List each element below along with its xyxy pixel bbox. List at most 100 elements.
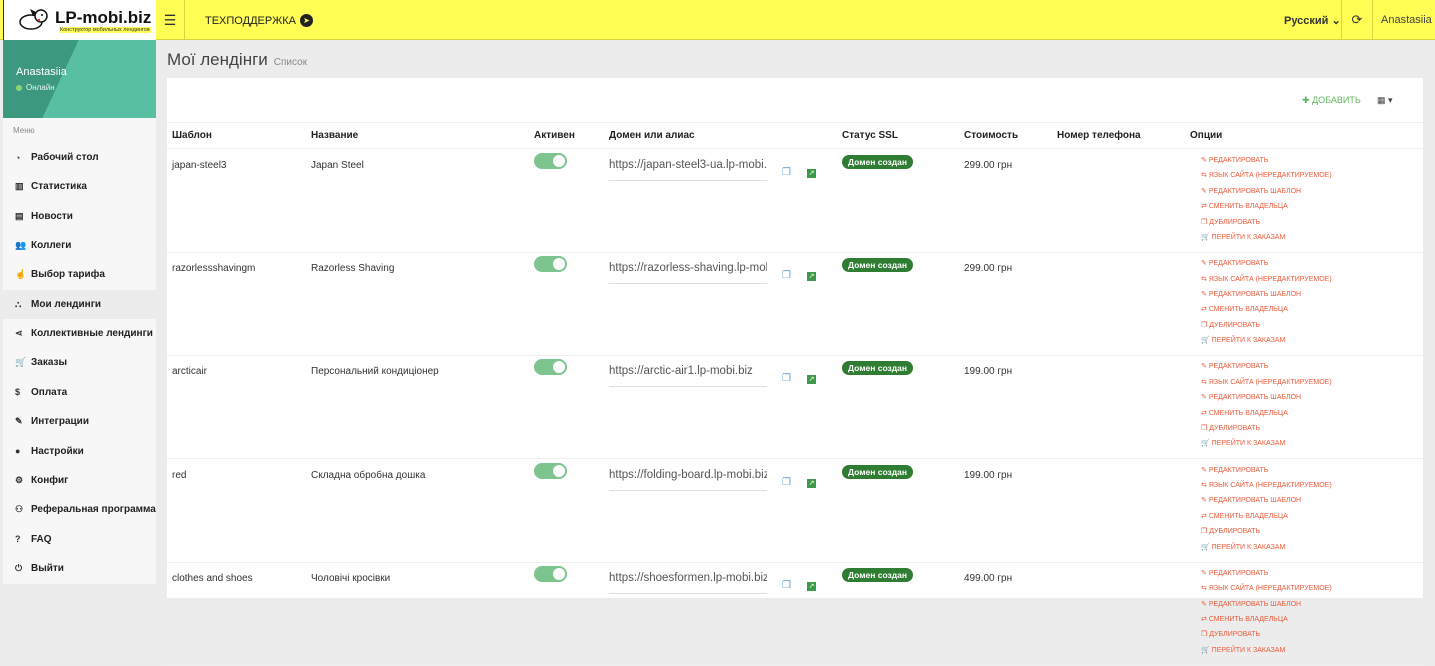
sidebar-item-label: FAQ (31, 533, 52, 545)
column-header[interactable]: Название (311, 130, 359, 141)
sidebar-item[interactable]: ⚙ Конфиг (3, 466, 156, 495)
column-header[interactable]: Шаблон (172, 130, 212, 141)
sidebar-item[interactable]: ⚇ Реферальная программа (3, 495, 156, 524)
option-link[interactable]: ⇆ ЯЗЫК САЙТА (НЕРЕДАКТИРУЕМОЕ) (1201, 478, 1332, 493)
option-link[interactable]: ✎ РЕДАКТИРОВАТЬ ШАБЛОН (1201, 493, 1332, 508)
external-link-icon[interactable]: ↗ (807, 581, 816, 591)
users-icon: 👥 (15, 240, 27, 251)
sidebar-item[interactable]: ▤ Новости (3, 202, 156, 231)
domain-input[interactable]: https://arctic-air1.lp-mobi.biz (609, 365, 767, 388)
sidebar-item[interactable]: ⛬ Мои лендинги (3, 289, 156, 319)
refresh-button[interactable]: ⟳ (1341, 0, 1373, 40)
add-button[interactable]: ✚ ДОБАВИТЬ (1302, 95, 1361, 106)
copy-icon[interactable]: ❐ (782, 167, 791, 178)
sidebar-item[interactable]: ● Настройки (3, 437, 156, 466)
domain-input[interactable]: https://razorless-shaving.lp-mobi.biz (609, 262, 767, 285)
active-toggle[interactable] (534, 153, 567, 169)
column-header[interactable]: Стоимость (964, 130, 1019, 141)
option-link[interactable]: ✎ РЕДАКТИРОВАТЬ (1201, 359, 1332, 374)
option-link[interactable]: ⇆ ЯЗЫК САЙТА (НЕРЕДАКТИРУЕМОЕ) (1201, 168, 1332, 183)
option-link[interactable]: ❐ ДУБЛИРОВАТЬ (1201, 318, 1332, 333)
option-link[interactable]: 🛒 ПЕРЕЙТИ К ЗАКАЗАМ (1201, 230, 1332, 245)
option-link[interactable]: ✎ РЕДАКТИРОВАТЬ ШАБЛОН (1201, 184, 1332, 199)
domain-input[interactable]: https://folding-board.lp-mobi.biz (609, 469, 767, 491)
column-header[interactable]: Номер телефона (1057, 130, 1141, 141)
option-link[interactable]: ❐ ДУБЛИРОВАТЬ (1201, 627, 1332, 642)
telegram-icon: ➤ (299, 14, 313, 27)
option-link[interactable]: ⇄ СМЕНИТЬ ВЛАДЕЛЬЦА (1201, 406, 1332, 421)
sidebar-item[interactable]: 🛒 Заказы (3, 348, 156, 377)
option-link[interactable]: 🛒 ПЕРЕЙТИ К ЗАКАЗАМ (1201, 540, 1332, 555)
support-link[interactable]: ТЕХПОДДЕРЖКА ➤ (205, 14, 313, 27)
logo[interactable]: LP-mobi.biz Конструктор мобильных лендин… (3, 0, 156, 40)
option-link[interactable]: 🛒 ПЕРЕЙТИ К ЗАКАЗАМ (1201, 333, 1332, 348)
column-header[interactable]: Активен (534, 130, 575, 141)
option-link[interactable]: ❐ ДУБЛИРОВАТЬ (1201, 215, 1332, 230)
option-link[interactable]: ✎ РЕДАКТИРОВАТЬ (1201, 463, 1332, 478)
divider (167, 148, 1423, 149)
copy-icon[interactable]: ❐ (782, 270, 791, 282)
external-link-icon[interactable]: ↗ (807, 169, 816, 178)
template-cell: clothes and shoes (172, 572, 253, 584)
option-link[interactable]: ⇄ СМЕНИТЬ ВЛАДЕЛЬЦА (1201, 509, 1332, 524)
column-header[interactable]: Опции (1190, 130, 1223, 141)
option-label: ДУБЛИРОВАТЬ (1209, 631, 1261, 639)
menu-toggle-button[interactable]: ☰ (156, 0, 185, 40)
option-link[interactable]: ✎ РЕДАКТИРОВАТЬ ШАБЛОН (1201, 390, 1332, 405)
option-link[interactable]: ⇄ СМЕНИТЬ ВЛАДЕЛЬЦА (1201, 302, 1332, 317)
option-link[interactable]: ⇆ ЯЗЫК САЙТА (НЕРЕДАКТИРУЕМОЕ) (1201, 272, 1332, 287)
active-toggle[interactable] (534, 462, 567, 479)
option-link[interactable]: ⇆ ЯЗЫК САЙТА (НЕРЕДАКТИРУЕМОЕ) (1201, 375, 1332, 390)
status-label: Онлайн (26, 83, 55, 92)
copy-icon[interactable]: ❐ (782, 476, 791, 488)
domain-input[interactable]: https://japan-steel3-ua.lp-mobi.biz (609, 159, 767, 181)
copy-icon[interactable]: ❐ (782, 579, 791, 591)
option-label: ДУБЛИРОВАТЬ (1209, 321, 1261, 329)
language-select[interactable]: Русский ⌄ (1284, 14, 1341, 27)
ssl-status-badge: Домен создан (842, 155, 914, 169)
option-label: СМЕНИТЬ ВЛАДЕЛЬЦА (1208, 409, 1288, 417)
column-header[interactable]: Статус SSL (842, 130, 898, 141)
hamburger-icon: ☰ (163, 11, 177, 28)
columns-toggle-button[interactable]: ▦ ▾ (1377, 95, 1393, 105)
option-link[interactable]: ❐ ДУБЛИРОВАТЬ (1201, 524, 1332, 539)
external-link-icon[interactable]: ↗ (807, 478, 816, 488)
option-link[interactable]: ✎ РЕДАКТИРОВАТЬ (1201, 256, 1332, 271)
sidebar-item[interactable]: $ Оплата (3, 378, 156, 407)
option-icon: ⇆ (1201, 585, 1207, 593)
external-link-icon[interactable]: ↗ (807, 272, 816, 282)
sidebar-item[interactable]: ⏻ Выйти (3, 554, 156, 583)
sidebar-item[interactable]: ? FAQ (3, 525, 156, 554)
option-link[interactable]: ✎ РЕДАКТИРОВАТЬ ШАБЛОН (1201, 287, 1332, 302)
price-cell: 299.00 грн (964, 263, 1013, 275)
copy-icon[interactable]: ❐ (782, 373, 791, 385)
sidebar-item[interactable]: ▥ Статистика (3, 172, 156, 201)
option-icon: ✎ (1201, 569, 1207, 577)
sidebar-item[interactable]: ⋖ Коллективные лендинги (3, 319, 156, 348)
option-link[interactable]: ✎ РЕДАКТИРОВАТЬ (1201, 153, 1332, 168)
option-link[interactable]: ⇄ СМЕНИТЬ ВЛАДЕЛЬЦА (1201, 612, 1332, 627)
active-toggle[interactable] (534, 565, 567, 582)
sidebar-item[interactable]: ✎ Интеграции (3, 407, 156, 436)
option-label: СМЕНИТЬ ВЛАДЕЛЬЦА (1208, 203, 1288, 211)
user-menu[interactable]: Anastasiia (1381, 14, 1432, 26)
question-icon: ? (15, 534, 21, 545)
option-link[interactable]: ✎ РЕДАКТИРОВАТЬ ШАБЛОН (1201, 597, 1332, 612)
external-link-icon[interactable]: ↗ (807, 375, 816, 385)
option-link[interactable]: 🛒 ПЕРЕЙТИ К ЗАКАЗАМ (1201, 643, 1332, 658)
price-cell: 199.00 грн (964, 469, 1013, 481)
sidebar-item[interactable]: ◔ Рабочий стол (3, 143, 156, 172)
domain-input[interactable]: https://shoesformen.lp-mobi.biz (609, 572, 767, 594)
sidebar-item[interactable]: ☝ Выбор тарифа (3, 260, 156, 289)
name-cell: Razorless Shaving (311, 263, 395, 275)
active-toggle[interactable] (534, 256, 567, 273)
add-label: ДОБАВИТЬ (1312, 95, 1361, 105)
option-link[interactable]: 🛒 ПЕРЕЙТИ К ЗАКАЗАМ (1201, 436, 1332, 451)
option-link[interactable]: ⇄ СМЕНИТЬ ВЛАДЕЛЬЦА (1201, 199, 1332, 214)
option-link[interactable]: ❐ ДУБЛИРОВАТЬ (1201, 421, 1332, 436)
sidebar-item[interactable]: 👥 Коллеги (3, 231, 156, 260)
column-header[interactable]: Домен или алиас (609, 130, 695, 141)
active-toggle[interactable] (534, 359, 567, 376)
newspaper-icon: ▤ (15, 210, 24, 221)
option-link[interactable]: ✎ РЕДАКТИРОВАТЬ (1201, 566, 1332, 581)
